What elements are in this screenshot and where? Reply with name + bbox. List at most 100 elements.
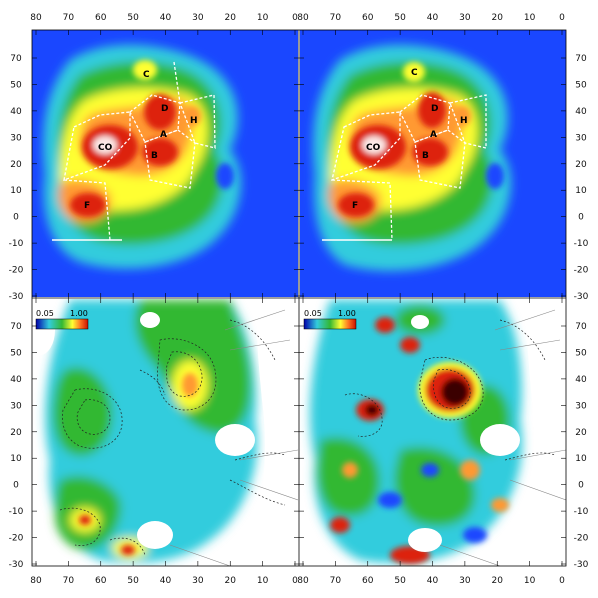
region-labels-top-left: C D H A CO B F — [84, 70, 198, 211]
x-tick-label: 70 — [330, 13, 342, 23]
panel-top-left — [32, 30, 298, 297]
y-tick-label: 30 — [10, 133, 22, 143]
y-tick-label: 50 — [10, 80, 22, 90]
y-tick-label: 50 — [575, 348, 587, 358]
region-label-c: C — [143, 70, 150, 80]
x-tick-label: 40 — [427, 13, 439, 23]
panel-frames — [31, 29, 567, 567]
y-tick-label: 50 — [10, 348, 22, 358]
x-tick-label: 0 — [292, 576, 298, 586]
y-axis-right: 70 50 40 30 20 10 0 -10 -20 -30 70 50 40 30 20 10 0 -10 -2… — [299, 54, 589, 570]
region-label-h: H — [460, 116, 468, 126]
y-tick-label: 10 — [575, 186, 587, 196]
colorbar-right: 0.05 1.00 — [303, 309, 357, 330]
region-label-f: F — [84, 201, 90, 211]
y-tick-label: 70 — [10, 54, 22, 64]
colorbar-max-label: 1.00 — [70, 309, 88, 318]
x-tick-label: 70 — [330, 576, 342, 586]
panel-top-right — [300, 30, 566, 297]
y-tick-label: 20 — [10, 428, 22, 438]
x-tick-label: 80 — [297, 576, 309, 586]
y-tick-label: 40 — [575, 107, 587, 117]
y-tick-label: 10 — [575, 454, 587, 464]
region-label-a: A — [160, 130, 167, 140]
region-label-d: D — [161, 104, 168, 114]
x-tick-label: 0 — [559, 13, 565, 23]
x-tick-label: 40 — [427, 576, 439, 586]
region-label-co: CO — [366, 143, 381, 153]
y-tick-label: 30 — [575, 401, 587, 411]
y-tick-label: 10 — [10, 186, 22, 196]
x-tick-label: 80 — [30, 13, 42, 23]
y-tick-label: 0 — [578, 213, 584, 223]
y-tick-label: 30 — [575, 133, 587, 143]
x-tick-label: 0 — [559, 576, 565, 586]
region-label-b: B — [151, 151, 158, 161]
region-label-h: H — [190, 116, 198, 126]
x-tick-label: 20 — [492, 13, 504, 23]
region-label-d: D — [431, 104, 438, 114]
y-tick-label: 40 — [10, 107, 22, 117]
x-tick-label: 30 — [192, 576, 204, 586]
panel-bottom-right — [300, 299, 566, 566]
x-tick-label: 30 — [459, 13, 471, 23]
x-tick-label: 80 — [297, 13, 309, 23]
x-tick-label: 80 — [30, 576, 42, 586]
x-tick-label: 60 — [362, 13, 374, 23]
y-tick-label: -20 — [574, 266, 589, 276]
y-tick-label: 40 — [575, 375, 587, 385]
y-tick-label: 20 — [575, 160, 587, 170]
y-tick-label: 20 — [10, 160, 22, 170]
y-tick-label: 20 — [575, 428, 587, 438]
x-tick-label: 10 — [524, 576, 536, 586]
x-tick-label: 40 — [160, 576, 172, 586]
y-tick-label: -30 — [574, 292, 589, 302]
region-label-c: C — [411, 68, 418, 78]
x-tick-label: 40 — [160, 13, 172, 23]
x-tick-label: 60 — [362, 576, 374, 586]
x-tick-label: 30 — [192, 13, 204, 23]
x-tick-label: 20 — [492, 576, 504, 586]
y-tick-label: 40 — [10, 375, 22, 385]
x-tick-label: 70 — [63, 576, 75, 586]
y-tick-label: 70 — [10, 322, 22, 332]
y-tick-label: -20 — [9, 534, 24, 544]
y-tick-label: -10 — [574, 507, 589, 517]
colorbar-min-label: 0.05 — [304, 309, 322, 318]
y-axis-left: 70 50 40 30 20 10 0 -10 -20 -30 70 50 40 30 20 10 0 -10 -2… — [9, 54, 299, 570]
x-tick-label: 0 — [292, 13, 298, 23]
x-tick-label: 10 — [524, 13, 536, 23]
y-tick-label: 30 — [10, 401, 22, 411]
x-tick-label: 10 — [257, 576, 269, 586]
y-tick-label: 70 — [575, 322, 587, 332]
y-tick-label: 10 — [10, 454, 22, 464]
x-tick-label: 60 — [95, 576, 107, 586]
x-tick-label: 50 — [394, 13, 406, 23]
y-tick-label: 70 — [575, 54, 587, 64]
panel-bottom-left — [32, 299, 298, 566]
x-tick-label: 60 — [95, 13, 107, 23]
y-tick-label: 50 — [575, 80, 587, 90]
y-tick-label: 0 — [13, 481, 19, 491]
y-tick-label: -10 — [574, 239, 589, 249]
y-tick-label: -20 — [9, 266, 24, 276]
x-axis-bottom: 80 70 60 50 40 30 20 10 0 80 70 60 50 40 30 20 10 0 — [30, 298, 565, 586]
region-label-b: B — [422, 151, 429, 161]
x-axis-top: 80 70 60 50 40 30 20 10 0 80 70 60 50 40 30 20 10 0 — [30, 13, 565, 298]
x-tick-label: 70 — [63, 13, 75, 23]
colorbar-max-label: 1.00 — [338, 309, 356, 318]
y-tick-label: -30 — [574, 560, 589, 570]
x-tick-label: 50 — [127, 13, 139, 23]
x-tick-label: 20 — [225, 13, 237, 23]
y-tick-label: 0 — [13, 213, 19, 223]
colorbar-min-label: 0.05 — [36, 309, 54, 318]
y-tick-label: -10 — [9, 239, 24, 249]
x-tick-label: 50 — [394, 576, 406, 586]
region-labels-top-right: C D H A CO B F — [352, 68, 468, 211]
y-tick-label: -10 — [9, 507, 24, 517]
region-label-f: F — [352, 201, 358, 211]
x-tick-label: 30 — [459, 576, 471, 586]
region-label-co: CO — [98, 143, 113, 153]
x-tick-label: 20 — [225, 576, 237, 586]
